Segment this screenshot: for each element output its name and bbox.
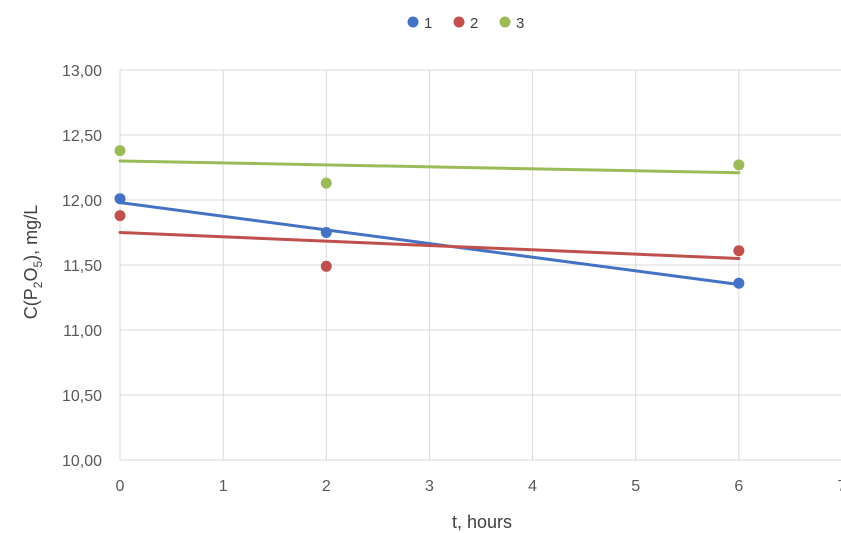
y-tick-label: 12,50: [62, 128, 102, 145]
legend: 1 2 3: [407, 15, 524, 32]
data-point-series-1: [320, 227, 332, 238]
legend-label-3: 3: [516, 15, 524, 32]
legend-marker-2: [453, 16, 465, 28]
data-point-series-1: [733, 277, 745, 289]
trendline-series-2: [118, 231, 741, 260]
y-axis-title-part: C(P: [21, 288, 41, 319]
legend-label-1: 1: [424, 15, 432, 32]
y-tick-label: 10,00: [62, 453, 102, 470]
grid-lines: [119, 69, 841, 461]
trendlines: [118, 159, 741, 286]
data-point-series-2: [733, 245, 745, 257]
data-points: [114, 145, 745, 289]
x-tick-label: 1: [219, 478, 228, 495]
y-tick-label: 10,50: [62, 388, 102, 405]
legend-marker-3: [499, 16, 511, 28]
trendline-series-3: [118, 159, 741, 175]
data-point-series-2: [114, 210, 126, 222]
y-axis-title-part: O: [21, 268, 41, 282]
data-point-series-2: [320, 260, 332, 272]
legend-marker-1: [407, 16, 419, 28]
y-tick-label: 11,50: [63, 258, 102, 275]
legend-label-2: 2: [470, 15, 478, 32]
y-axis-title-part: ), mg/L: [21, 205, 41, 261]
x-tick-label: 4: [528, 478, 537, 495]
y-tick-label: 11,00: [63, 323, 102, 340]
x-tick-label: 3: [425, 478, 434, 495]
y-axis-ticks: 10,00 10,50 11,00 11,50 12,00 12,50 13,00: [62, 63, 102, 470]
x-tick-label: 0: [116, 478, 125, 495]
data-point-series-3: [320, 177, 332, 189]
x-tick-label: 5: [631, 478, 640, 495]
trendline-series-1: [118, 201, 741, 286]
data-point-series-3: [733, 159, 745, 171]
y-axis-title: C(P2O5), mg/L: [21, 205, 45, 319]
y-tick-label: 13,00: [62, 63, 102, 80]
y-tick-label: 12,00: [62, 193, 102, 210]
y-axis-title-subscript: 5: [31, 261, 45, 268]
x-axis-title: t, hours: [452, 512, 512, 532]
y-axis-title-subscript: 2: [31, 281, 45, 288]
data-point-series-1: [114, 193, 126, 205]
x-tick-label: 2: [322, 478, 331, 495]
x-tick-label: 6: [734, 478, 743, 495]
x-axis-ticks: 0 1 2 3 4 5 6 7: [116, 478, 841, 495]
data-point-series-3: [114, 145, 126, 157]
x-tick-label: 7: [838, 478, 841, 495]
